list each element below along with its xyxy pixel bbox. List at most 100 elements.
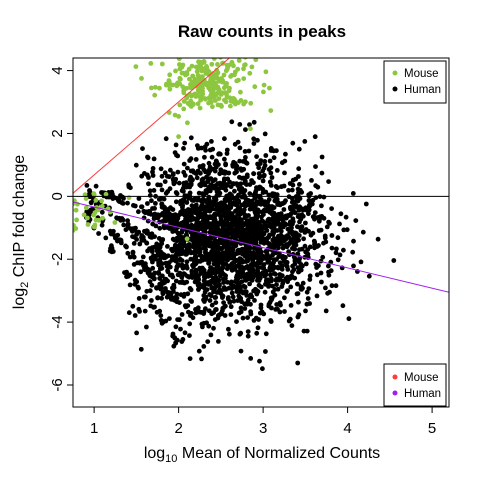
mouse-point xyxy=(153,84,158,90)
human-point xyxy=(246,148,252,154)
human-point xyxy=(172,212,178,218)
human-point xyxy=(249,277,255,283)
human-point xyxy=(231,298,237,304)
human-point xyxy=(295,281,300,287)
human-point xyxy=(200,324,205,330)
mouse-point xyxy=(228,74,234,79)
human-point xyxy=(192,251,198,256)
legend-top-mouse-label: Mouse xyxy=(404,68,439,80)
human-point xyxy=(205,339,211,344)
human-point xyxy=(252,261,258,267)
human-point xyxy=(312,240,318,245)
mouse-point xyxy=(267,85,272,91)
human-point xyxy=(284,260,290,265)
human-point xyxy=(252,298,257,303)
human-point xyxy=(163,190,169,196)
plot-frame xyxy=(72,57,450,408)
human-point xyxy=(132,313,138,318)
human-point xyxy=(133,162,139,168)
human-point xyxy=(270,205,276,210)
human-point xyxy=(224,147,230,153)
human-point xyxy=(211,289,216,295)
human-point xyxy=(271,230,276,236)
human-point xyxy=(290,232,296,237)
human-point xyxy=(251,180,256,186)
human-point xyxy=(196,242,202,248)
human-point xyxy=(240,259,246,265)
x-axis-title-subscript: 10 xyxy=(165,453,177,465)
human-point xyxy=(206,235,211,241)
human-point xyxy=(333,250,339,256)
human-point xyxy=(238,274,243,280)
human-point xyxy=(203,249,208,255)
human-point xyxy=(268,272,273,278)
mouse-point xyxy=(221,72,227,78)
y-tick-label: -6 xyxy=(49,378,66,391)
human-point xyxy=(329,245,335,251)
human-point xyxy=(87,188,92,193)
mouse-point xyxy=(73,228,76,233)
human-point xyxy=(168,213,174,219)
human-point xyxy=(254,154,259,160)
human-point xyxy=(221,243,227,249)
human-point xyxy=(358,259,364,265)
human-point xyxy=(188,135,194,141)
y-axis-title-rest: ChIP fold change xyxy=(11,155,28,282)
human-point xyxy=(193,270,199,275)
human-point xyxy=(323,308,329,314)
human-point xyxy=(220,293,226,299)
human-point xyxy=(277,309,283,315)
human-point xyxy=(184,181,190,187)
human-point xyxy=(202,154,207,160)
human-point xyxy=(196,348,202,354)
human-point xyxy=(327,221,332,226)
human-point xyxy=(271,210,277,216)
human-point xyxy=(155,295,161,301)
human-point xyxy=(351,263,356,269)
human-point xyxy=(258,305,264,311)
human-point xyxy=(139,204,145,210)
human-point xyxy=(210,256,216,261)
human-point xyxy=(260,178,266,184)
human-point xyxy=(158,313,164,318)
human-point xyxy=(181,197,187,202)
human-point xyxy=(318,227,324,233)
human-point xyxy=(256,186,262,192)
human-point xyxy=(136,209,141,215)
human-point xyxy=(173,190,179,195)
mouse-point xyxy=(197,105,203,111)
human-point xyxy=(271,257,277,263)
human-point xyxy=(111,228,116,234)
human-point xyxy=(164,173,170,179)
mouse-point xyxy=(195,73,201,78)
human-point xyxy=(134,330,140,336)
human-point xyxy=(295,193,301,198)
mouse-point xyxy=(83,196,89,201)
human-point xyxy=(322,233,328,239)
human-point xyxy=(306,198,312,203)
human-point xyxy=(208,293,214,299)
human-point xyxy=(239,202,245,208)
human-point xyxy=(145,248,151,254)
human-point xyxy=(160,212,166,218)
mouse-point xyxy=(73,223,76,228)
human-point xyxy=(166,206,172,212)
mouse-point xyxy=(91,224,97,230)
human-point xyxy=(245,264,250,270)
human-point xyxy=(267,179,273,185)
human-point xyxy=(146,181,151,187)
y-tick-label: 2 xyxy=(49,129,66,137)
human-point xyxy=(203,214,209,220)
human-point xyxy=(223,161,229,167)
human-point xyxy=(299,212,305,218)
human-point xyxy=(247,182,253,187)
human-point xyxy=(136,285,141,291)
human-point xyxy=(207,243,213,249)
human-point xyxy=(130,303,136,309)
human-point xyxy=(279,266,285,272)
human-point xyxy=(301,328,307,334)
human-point xyxy=(233,258,239,264)
mouse-point xyxy=(175,80,181,86)
human-point xyxy=(193,157,199,162)
human-point xyxy=(194,205,200,211)
